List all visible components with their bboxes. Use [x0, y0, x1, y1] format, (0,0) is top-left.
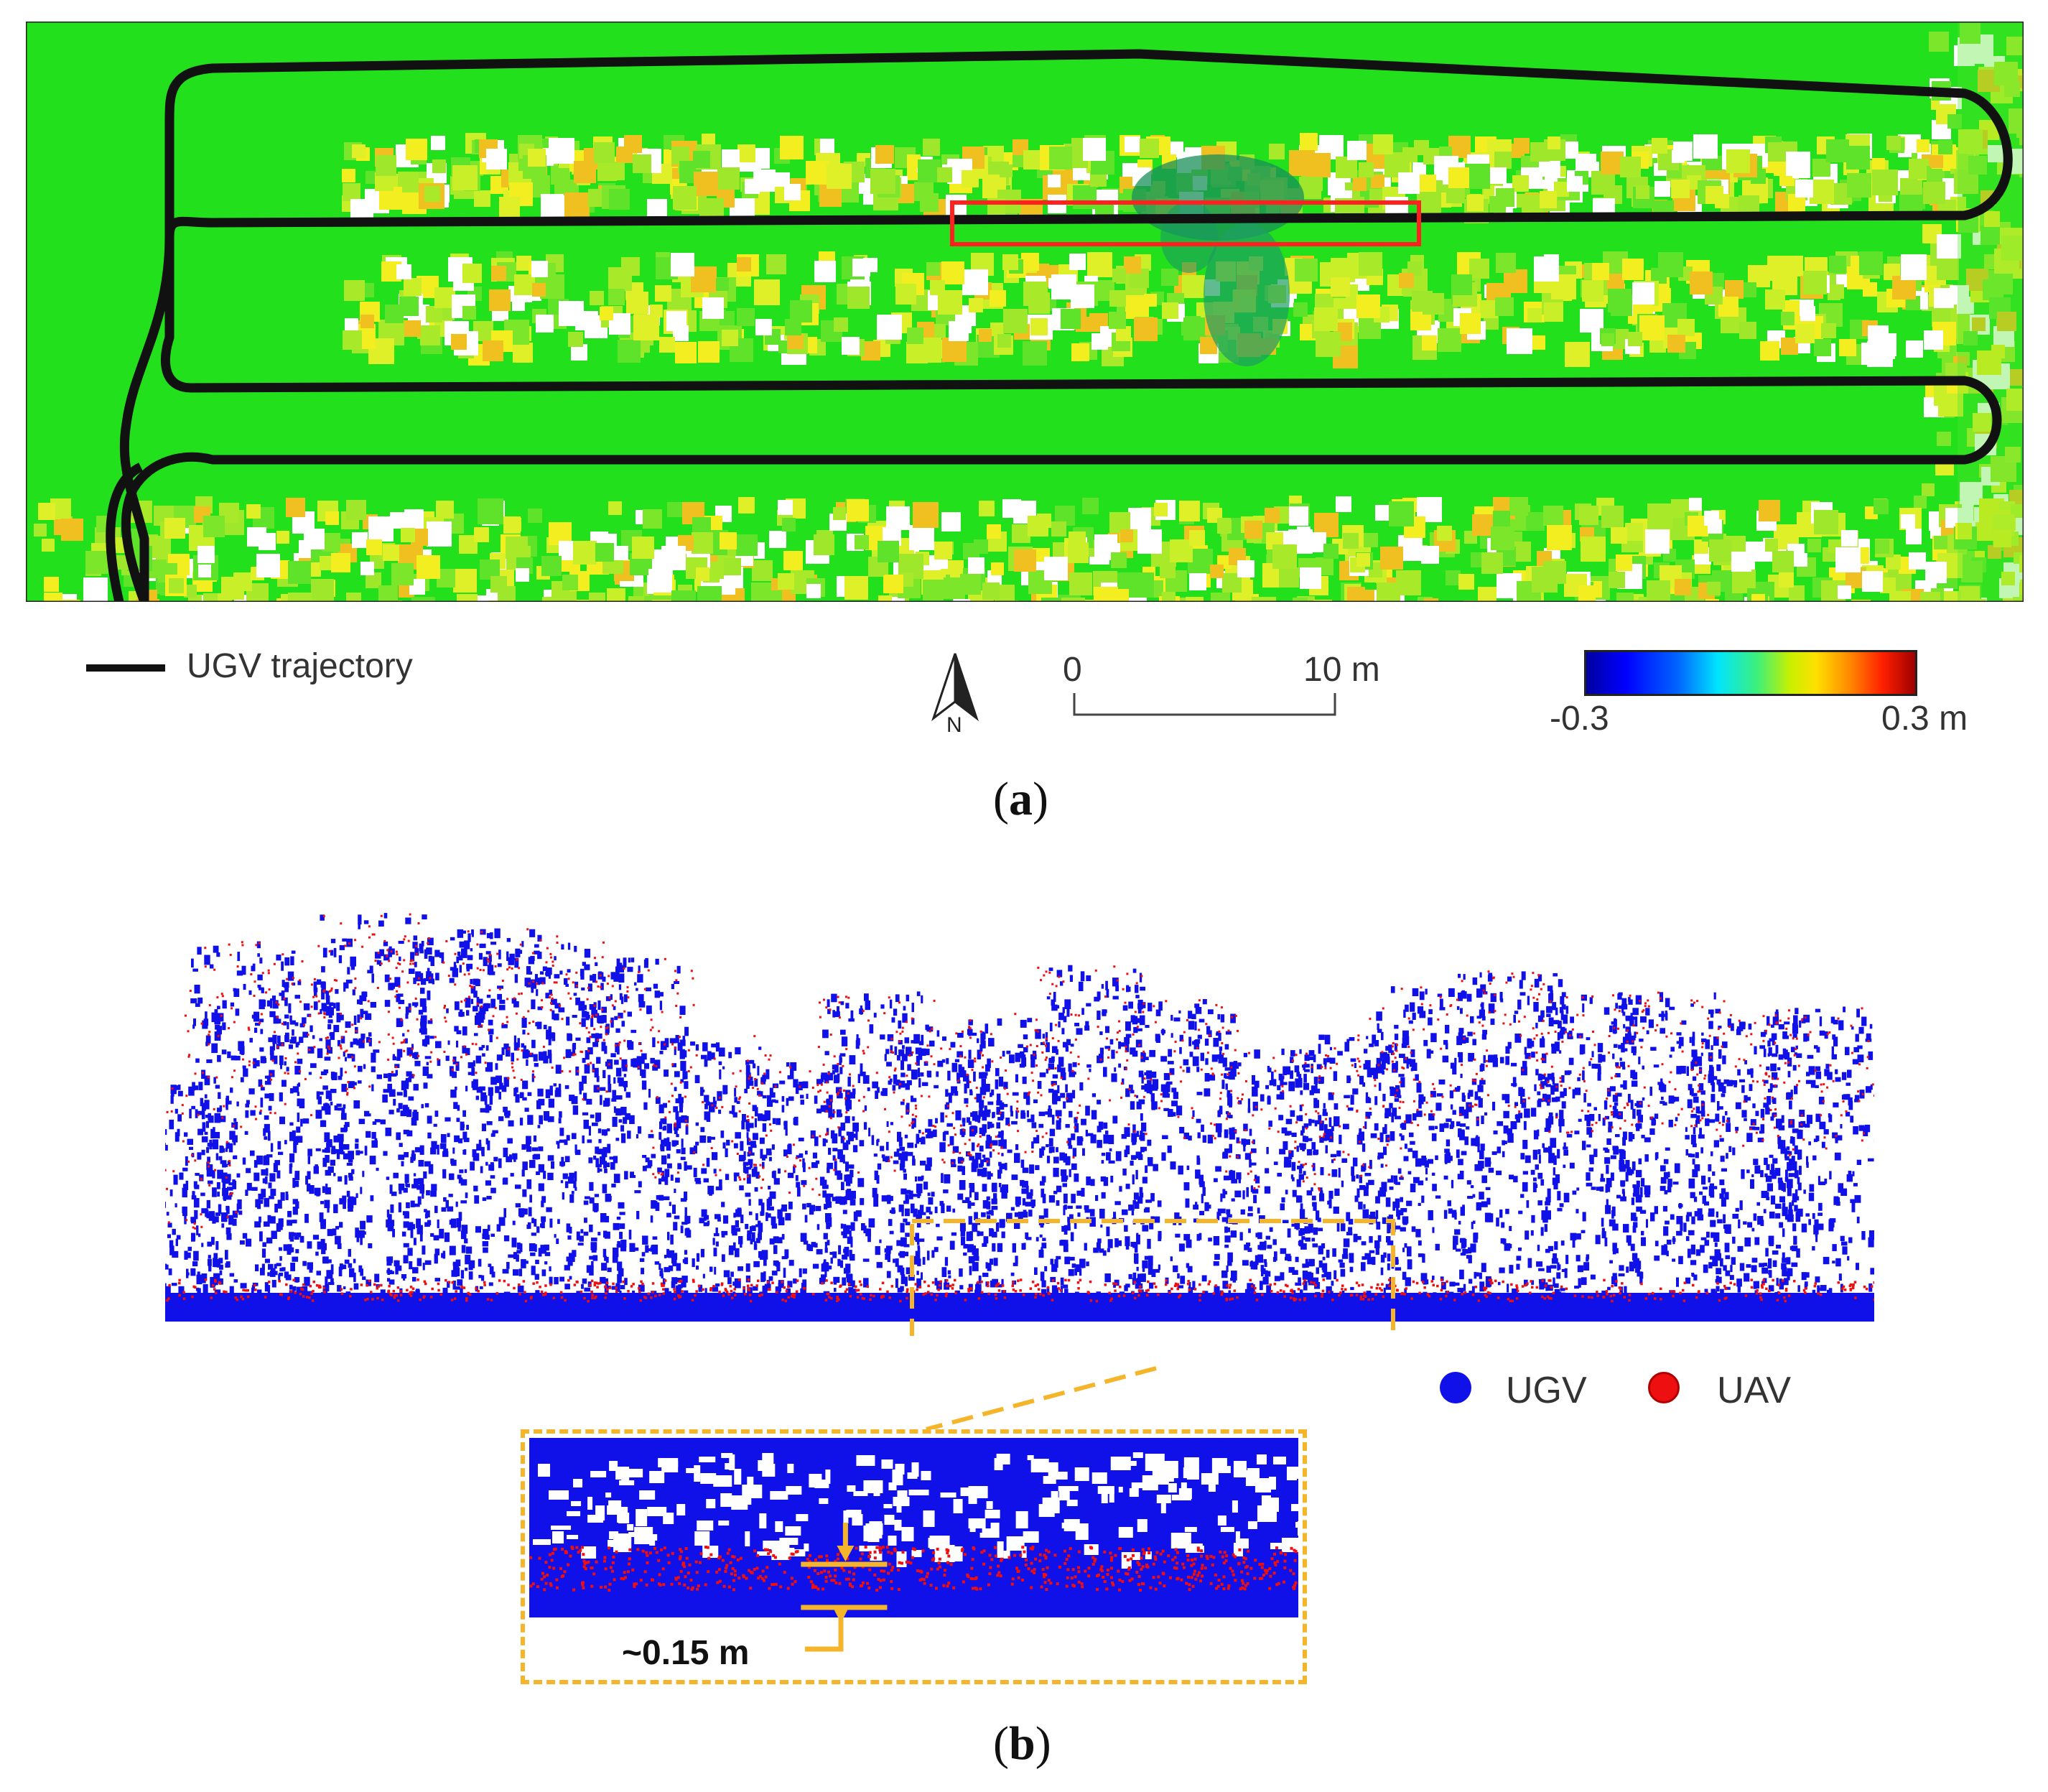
- ugv-trajectory-path: [119, 49, 2013, 602]
- scale-bar-start-label: 0: [1063, 651, 1082, 689]
- crop-row-speckle-bottom: [34, 496, 2024, 602]
- point-cloud-profile: [165, 848, 1874, 1336]
- highlight-box: [950, 200, 1421, 246]
- caption-b: (b): [993, 1717, 1051, 1770]
- scale-bar-line: [1073, 693, 1336, 716]
- zoom-box: [910, 1219, 1395, 1336]
- scale-bar-end-label: 10 m: [1303, 651, 1380, 689]
- colorbar-min-label: -0.3: [1550, 700, 1609, 738]
- zoom-inset: ~0.15 m: [521, 1429, 1307, 1684]
- north-arrow-icon: [931, 653, 979, 722]
- ugv-points: [165, 913, 1874, 1322]
- trajectory-legend-line: [86, 664, 165, 672]
- map-canvas: [26, 22, 2024, 602]
- scale-bar: 0 10 m: [1063, 650, 1407, 722]
- point-cloud-legend: UGV UAV: [1440, 1363, 1842, 1421]
- caption-a-letter: a: [1008, 773, 1033, 825]
- offset-label: ~0.15 m: [622, 1634, 750, 1672]
- legend-ugv-label: UGV: [1506, 1370, 1587, 1411]
- north-arrow: N: [923, 650, 987, 743]
- colorbar-max-label: 0.3 m: [1881, 700, 1968, 738]
- colorbar: -0.3 0.3 m: [1544, 650, 1989, 738]
- height-difference-map: [26, 22, 2024, 602]
- ugv-dot-icon: [1440, 1372, 1471, 1403]
- north-label: N: [946, 713, 962, 737]
- offset-arrow-icon: [805, 1606, 850, 1652]
- uav-points: [165, 913, 1874, 1303]
- trajectory-legend-label: UGV trajectory: [187, 647, 413, 685]
- point-cloud-canvas: [165, 913, 1874, 1336]
- legend-uav-label: UAV: [1717, 1370, 1792, 1411]
- uav-dot-icon: [1648, 1372, 1680, 1403]
- colorbar-gradient: [1584, 650, 1917, 696]
- caption-a: (a): [993, 773, 1048, 825]
- inset-canvas: [529, 1438, 1298, 1628]
- caption-b-letter: b: [1008, 1717, 1035, 1770]
